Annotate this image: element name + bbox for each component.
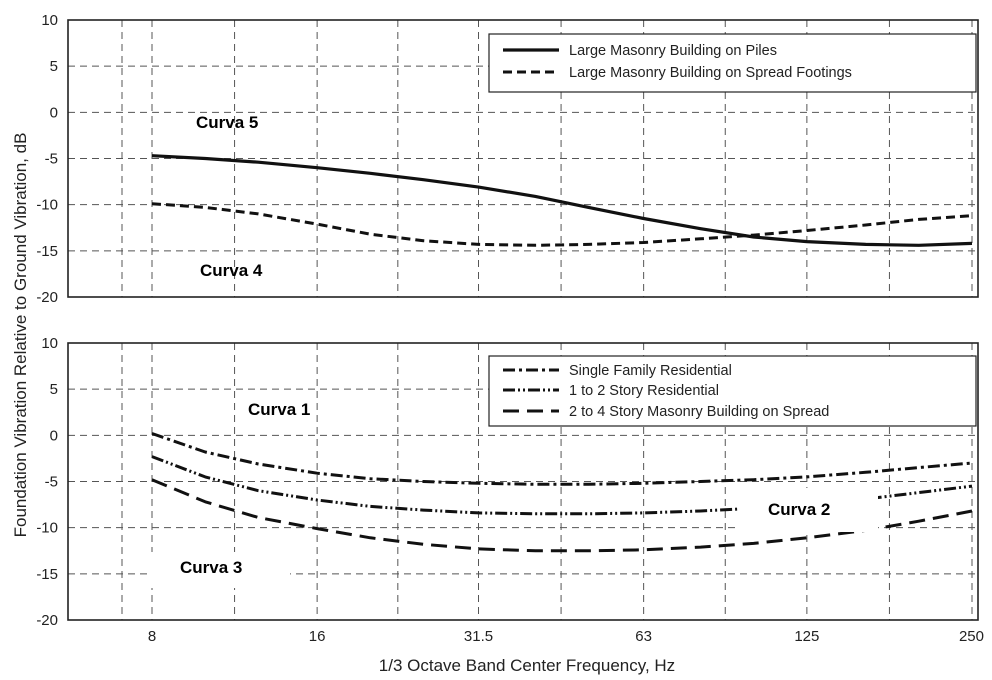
legend: Large Masonry Building on Piles Large Mas… [488,33,977,93]
annotation-curva-1: Curva 1 [248,400,310,419]
y-tick-label: -15 [36,566,58,583]
y-tick-label: 0 [50,104,58,121]
legend: Single Family Residential 1 to 2 Story Re… [488,355,977,427]
x-tick-label: 63 [635,628,652,645]
y-tick-label: 5 [50,58,58,75]
y-tick-label: -5 [45,151,58,168]
x-tick-label: 16 [309,628,326,645]
y-axis-title: Foundation Vibration Relative to Ground … [11,133,30,538]
legend-label: 2 to 4 Story Masonry Building on Spread [569,404,829,420]
x-tick-label: 125 [794,628,819,645]
y-tick-label: 5 [50,381,58,398]
annotation-curva-5: Curva 5 [196,113,258,132]
legend-label: 1 to 2 Story Residential [569,383,719,399]
y-tick-label: 10 [41,12,58,29]
y-tick-label: -10 [36,197,58,214]
series-line-single-family [151,432,973,486]
y-tick-label: -10 [36,520,58,537]
y-tick-label: -5 [45,474,58,491]
legend-box [488,33,977,93]
y-tick-label: -20 [36,289,58,306]
y-tick-label: -15 [36,243,58,260]
plot-frame [67,342,979,621]
x-tick-label: 250 [959,628,984,645]
legend-box [488,355,977,427]
plot-frame [67,19,979,298]
legend-label: Single Family Residential [569,363,732,379]
annotation-curva-3: Curva 3 [180,558,242,577]
series-line-piles [151,154,973,247]
x-tick-label: 8 [148,628,156,645]
annotation-curva-2-backdrop [738,488,878,532]
bottom-panel: 10 5 0 -5 -10 -15 -20 Single Family Residential… [36,335,984,645]
series-line-spread-footings [151,202,973,247]
legend-label: Large Masonry Building on Spread Footing… [569,65,852,81]
annotation-curva-4: Curva 4 [200,261,263,280]
annotation-curva-3-backdrop [150,552,290,588]
series-line-two-four-story [151,478,973,553]
top-panel: 10 5 0 -5 -10 -15 -20 Large Masonry Building on… [36,12,979,306]
x-axis-title: 1/3 Octave Band Center Frequency, Hz [379,656,675,675]
y-tick-label: 0 [50,427,58,444]
y-tick-label: -20 [36,612,58,629]
legend-label: Large Masonry Building on Piles [569,43,777,59]
annotation-curva-2: Curva 2 [768,500,830,519]
x-tick-label: 31.5 [464,628,493,645]
y-tick-label: 10 [41,335,58,352]
